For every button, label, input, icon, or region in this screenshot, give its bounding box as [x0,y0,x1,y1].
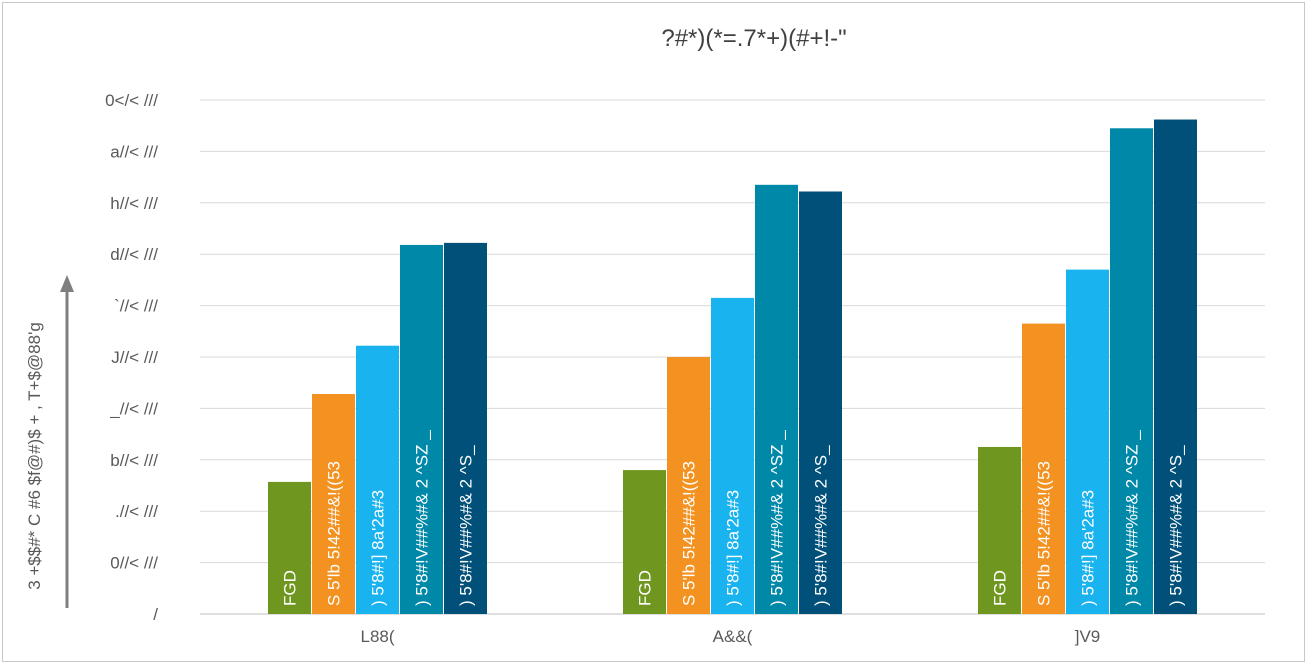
y-axis-ticks: / 0//< /// .//< /// b//< /// _//< /// J//< //… [105,91,158,624]
chart-title: ?#*)(*=.7*+)(#+!-" [661,25,846,52]
y-tick-label: .//< /// [115,502,158,521]
y-tick-label: / [153,605,158,624]
y-tick-label: b//< /// [110,451,158,470]
y-tick-label: 0</< /// [105,91,158,110]
y-axis-label-arrow-head [60,275,74,292]
x-tick-label: L88( [360,627,394,646]
x-tick-label: ]V9 [1075,627,1101,646]
bar-data-label: ) 5'8#!] 8a'2a#3 [724,490,743,606]
bar-data-label: S 5'lb 5!42##&!((53 [680,461,699,606]
bars: FGD S 5'lb 5!42##&!((53 ) 5'8#!] 8a'2a#3 ) … [268,120,1197,614]
bar-data-label: FGD [991,570,1010,606]
y-tick-label: h//< /// [110,194,158,213]
y-tick-label: J//< /// [111,348,158,367]
bar-data-label: S 5'lb 5!42##&!((53 [1035,461,1054,606]
bar-data-label: ) 5'8#!V##%#& 2 ^SZ _ [413,430,432,606]
bar-data-label: S 5'lb 5!42##&!((53 [325,461,344,606]
bar-data-label: ) 5'8#!] 8a'2a#3 [369,490,388,606]
y-tick-label: _//< /// [109,399,158,418]
bar-data-label: ) 5'8#!] 8a'2a#3 [1079,490,1098,606]
y-tick-label: `//< /// [114,297,158,316]
y-tick-label: 0//< /// [110,554,158,573]
y-tick-label: a//< /// [110,142,158,161]
x-tick-label: A&&( [713,627,753,646]
x-axis-ticks: L88( A&&( ]V9 [360,627,1100,646]
y-tick-label: d//< /// [110,245,158,264]
bar-data-label: FGD [281,570,300,606]
bar-data-label: ) 5'8#!V##%#& 2 ^SZ _ [768,430,787,606]
bar-data-label: ) 5'8#!V##%#& 2 ^S_ [457,445,476,606]
bar-data-label: ) 5'8#!V##%#& 2 ^SZ _ [1123,430,1142,606]
bar-data-label: ) 5'8#!V##%#& 2 ^S_ [812,445,831,606]
y-axis-label-group: 3 +$$#* C #6 $f@#)$ + , T+$@88'g [25,275,74,608]
y-axis-label: 3 +$$#* C #6 $f@#)$ + , T+$@88'g [25,322,44,590]
bar-data-label: FGD [636,570,655,606]
bar-data-label: ) 5'8#!V##%#& 2 ^S_ [1167,445,1186,606]
